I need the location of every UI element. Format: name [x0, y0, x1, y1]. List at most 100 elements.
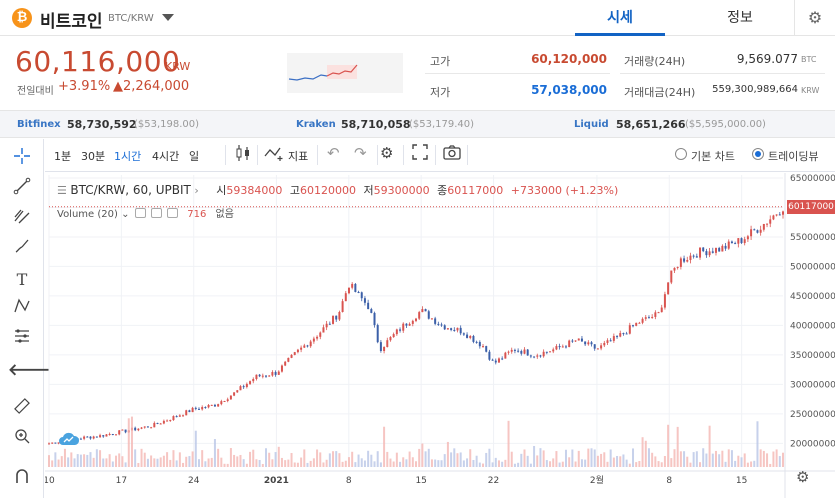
- exchange-usd: ($53,198.00): [134, 119, 200, 130]
- candle-body: [580, 338, 583, 342]
- last-price-tag: 60117000: [787, 199, 835, 214]
- close-icon[interactable]: [167, 208, 179, 218]
- candle-body: [584, 341, 587, 345]
- legend-menu-icon[interactable]: ☰: [57, 184, 71, 197]
- volume-bar: [162, 455, 165, 467]
- volume-bar: [236, 456, 239, 467]
- legend-high-label: 고: [289, 184, 301, 197]
- text-tool-icon[interactable]: T: [16, 270, 28, 289]
- volume-bar: [399, 461, 402, 467]
- volume-bar: [360, 458, 363, 467]
- pattern-icon[interactable]: [8, 297, 36, 323]
- timeframe-4h[interactable]: 4시간: [152, 150, 180, 163]
- volume-title[interactable]: Volume (20): [57, 209, 118, 220]
- volume-bar: [727, 449, 730, 467]
- volume-bar: [210, 457, 213, 467]
- legend-chevron-icon[interactable]: ›: [194, 184, 199, 197]
- candle-body: [600, 345, 603, 349]
- volume-bar: [772, 451, 775, 467]
- timeframe-1m[interactable]: 1분: [54, 150, 72, 163]
- amount-24h-label: 거래대금(24H): [624, 86, 696, 99]
- tab-price[interactable]: 시세: [575, 0, 665, 36]
- chart-settings-icon[interactable]: ⚙: [796, 468, 810, 486]
- candle-body: [542, 351, 545, 357]
- volume-bar: [418, 448, 421, 467]
- bitcoin-icon: ₿: [12, 8, 32, 28]
- x-tick-label: 2021: [264, 476, 289, 486]
- candle-body: [118, 430, 121, 435]
- candle-body: [628, 325, 631, 334]
- exchange-name: Liquid: [574, 119, 609, 130]
- candle-body: [335, 315, 338, 320]
- eye-icon[interactable]: [134, 208, 146, 218]
- volume-bar: [475, 455, 478, 467]
- volume-bar: [335, 451, 338, 467]
- x-tick-label: 8: [666, 476, 672, 486]
- timeframe-30m[interactable]: 30분: [81, 150, 106, 163]
- amount-24h-value: 559,300,989,664: [712, 84, 798, 95]
- arrow-left-icon[interactable]: 🡐: [8, 360, 51, 379]
- volume-bar: [705, 453, 708, 467]
- candle-body: [695, 256, 698, 258]
- ruler-icon[interactable]: [8, 397, 36, 423]
- brush-icon[interactable]: [8, 237, 36, 263]
- undo-icon[interactable]: ↶: [327, 144, 340, 162]
- chart-canvas[interactable]: 20000000 25000000 30000000 35000000 40000000…: [45, 173, 835, 498]
- volume-bar: [609, 449, 612, 467]
- chevron-down-icon[interactable]: [162, 14, 174, 21]
- candle-body: [427, 311, 430, 319]
- candle-body: [51, 442, 54, 444]
- candle-body: [686, 260, 689, 262]
- settings-icon[interactable]: ⚙: [380, 144, 394, 162]
- redo-icon[interactable]: ↷: [354, 144, 367, 162]
- basic-chart-label[interactable]: 기본 차트: [691, 150, 735, 163]
- indicator-icon[interactable]: [264, 144, 284, 166]
- candle-body: [312, 338, 315, 342]
- basic-chart-radio[interactable]: [675, 148, 687, 160]
- volume-bar: [628, 463, 631, 467]
- candle-body: [504, 352, 507, 359]
- timeframe-1h[interactable]: 1시간: [114, 150, 142, 163]
- volume-bar: [596, 455, 599, 467]
- timeframe-day[interactable]: 일: [189, 150, 200, 163]
- camera-icon[interactable]: [443, 144, 461, 164]
- candle-body: [376, 325, 379, 343]
- candle-body: [95, 436, 98, 438]
- fullscreen-icon[interactable]: [412, 144, 428, 164]
- candle-body: [510, 349, 513, 352]
- fib-tool-icon[interactable]: [8, 207, 36, 233]
- legend-symbol[interactable]: BTC/KRW, 60, UPBIT: [70, 183, 191, 197]
- trading-view-label[interactable]: 트레이딩뷰: [768, 150, 819, 163]
- x-tick-label: 2월: [590, 474, 604, 486]
- volume-bar: [316, 449, 319, 467]
- volume-bar: [533, 445, 536, 467]
- candle-body: [249, 381, 252, 384]
- candle-body: [657, 312, 660, 314]
- trend-line-icon[interactable]: [8, 177, 36, 203]
- volume-chevron-icon[interactable]: ⌄: [121, 209, 133, 220]
- coin-name: 비트코인: [40, 12, 103, 32]
- volume-bar: [427, 448, 430, 467]
- exchange-name: Kraken: [296, 119, 336, 130]
- price-chart[interactable]: 20000000 25000000 30000000 35000000 40000000…: [45, 173, 835, 498]
- volume-bar: [641, 437, 644, 467]
- trading-view-radio[interactable]: [752, 148, 764, 160]
- candle-body: [708, 251, 711, 256]
- tab-info[interactable]: 정보: [727, 10, 753, 26]
- crosshair-icon[interactable]: [8, 147, 36, 173]
- candle-body: [632, 325, 635, 327]
- volume-bar: [472, 460, 475, 467]
- change-amount: ▲2,264,000: [113, 79, 190, 94]
- candle-type-icon[interactable]: [235, 144, 251, 166]
- settings-small-icon[interactable]: [150, 208, 162, 218]
- volume-bar: [309, 460, 312, 467]
- zoom-in-icon[interactable]: [8, 427, 36, 453]
- top-header: ₿ 비트코인 BTC/KRW 시세 정보 ⚙: [0, 0, 835, 36]
- candle-body: [667, 282, 670, 295]
- candle-body: [182, 415, 185, 417]
- magnet-icon[interactable]: [8, 467, 36, 493]
- gear-icon[interactable]: ⚙: [794, 0, 835, 36]
- indicator-button[interactable]: 지표: [288, 150, 309, 163]
- prediction-icon[interactable]: [8, 327, 36, 353]
- volume-bar: [367, 450, 370, 467]
